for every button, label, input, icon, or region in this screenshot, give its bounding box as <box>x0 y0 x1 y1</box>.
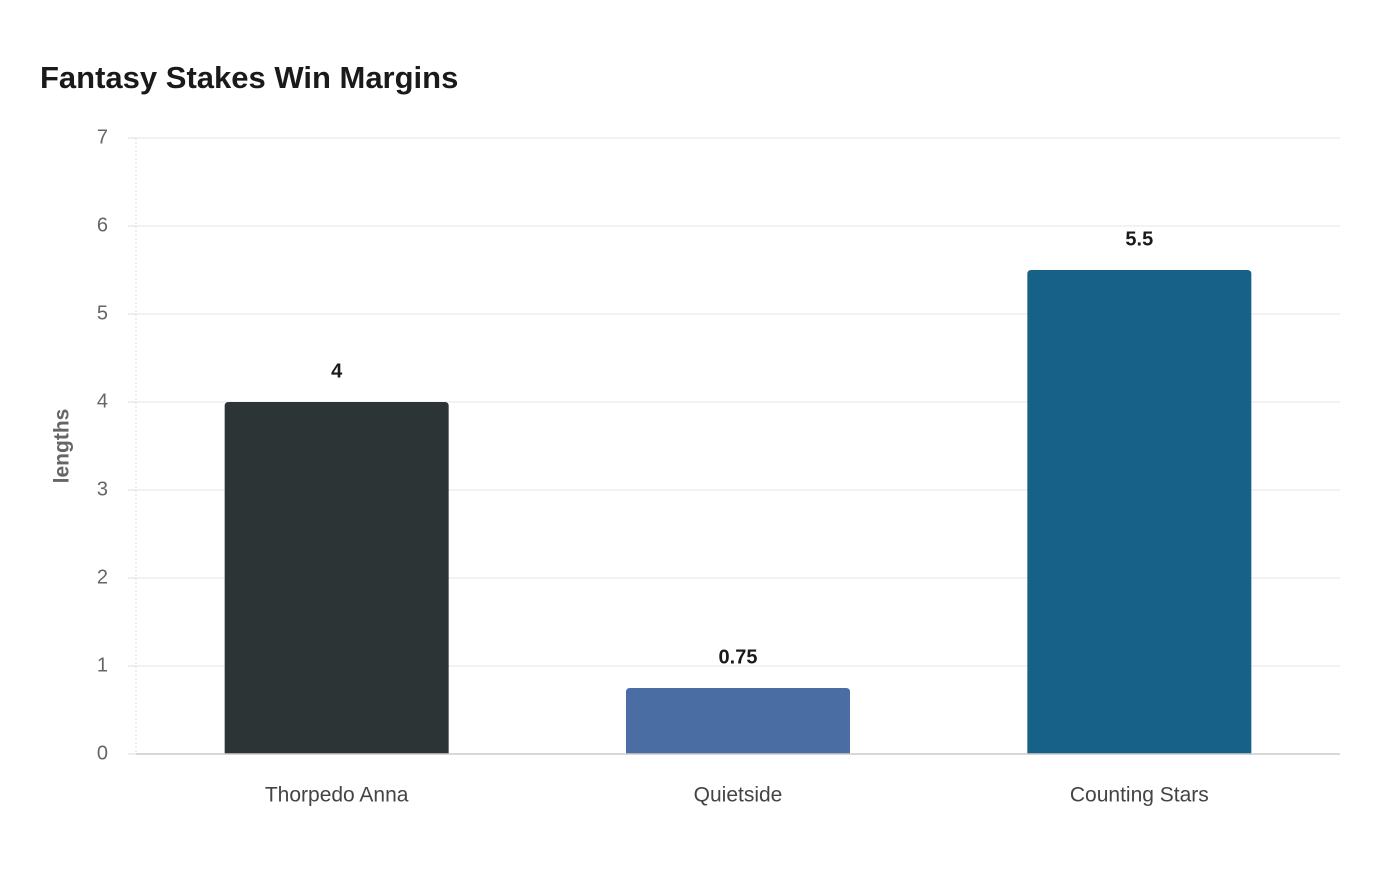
data-label: 0.75 <box>719 646 758 668</box>
chart-title: Fantasy Stakes Win Margins <box>40 60 458 95</box>
x-tick-label: Counting Stars <box>1070 784 1209 807</box>
data-label: 5.5 <box>1125 228 1153 250</box>
x-tick-label: Thorpedo Anna <box>265 784 409 807</box>
y-tick-label: 2 <box>97 566 108 588</box>
bar <box>626 688 850 754</box>
y-tick-label: 6 <box>97 214 108 236</box>
y-tick-label: 1 <box>97 654 108 676</box>
bar <box>224 402 449 754</box>
data-label: 4 <box>331 360 343 382</box>
y-tick-label: 0 <box>97 742 108 764</box>
y-axis-label: lengths <box>51 409 74 484</box>
bar <box>1027 270 1252 754</box>
y-tick-label: 7 <box>97 126 108 148</box>
x-tick-label: Quietside <box>694 784 783 807</box>
y-tick-label: 4 <box>97 390 108 412</box>
y-tick-label: 3 <box>97 478 108 500</box>
y-tick-label: 5 <box>97 302 108 324</box>
